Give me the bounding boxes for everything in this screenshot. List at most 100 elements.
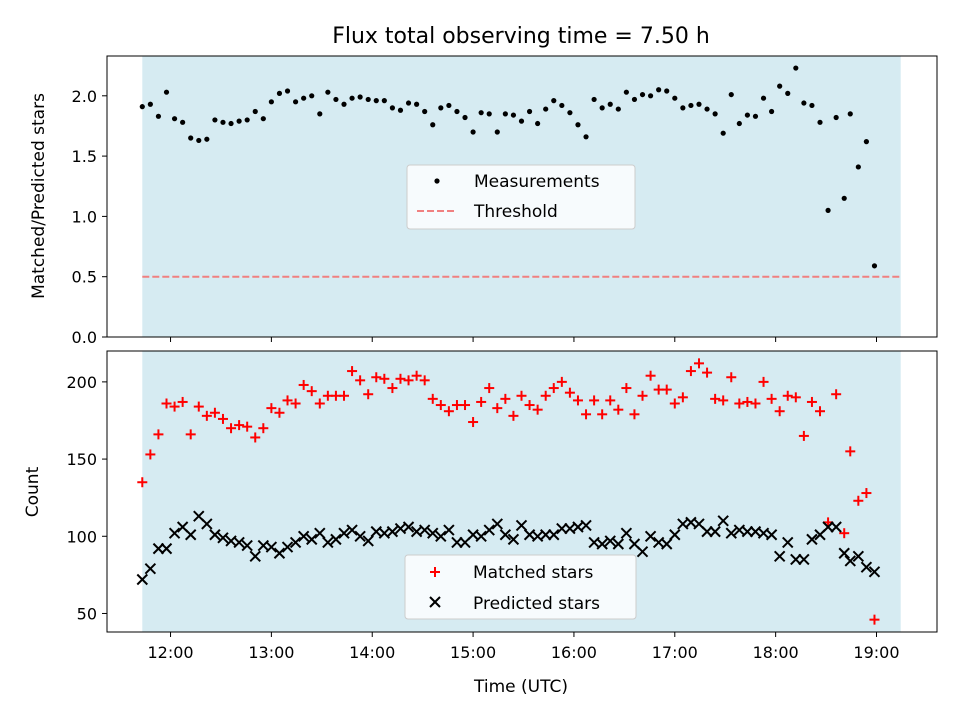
matched-point bbox=[589, 395, 600, 406]
measurement-point bbox=[454, 108, 460, 115]
measurement-point bbox=[260, 116, 266, 122]
matched-point bbox=[153, 429, 164, 440]
predicted-point bbox=[596, 538, 608, 550]
top-series-0 bbox=[139, 65, 878, 269]
bottom-series-1 bbox=[136, 510, 881, 586]
matched-point bbox=[564, 387, 575, 398]
matched-point bbox=[556, 376, 567, 387]
matched-point bbox=[661, 384, 672, 395]
measurement-point bbox=[171, 116, 178, 122]
matched-point bbox=[613, 404, 624, 415]
matched-point bbox=[460, 400, 471, 411]
predicted-point bbox=[636, 546, 649, 558]
matched-point bbox=[742, 396, 753, 407]
matched-point bbox=[427, 393, 438, 404]
measurement-point bbox=[704, 106, 710, 112]
matched-point bbox=[718, 395, 729, 406]
matched-point bbox=[853, 495, 864, 506]
predicted-point bbox=[773, 550, 786, 563]
matched-point bbox=[185, 429, 196, 440]
measurement-point bbox=[551, 98, 557, 104]
legend-measurements-marker bbox=[434, 178, 440, 184]
measurement-point bbox=[494, 129, 500, 135]
matched-point bbox=[234, 420, 245, 431]
matched-point bbox=[710, 393, 721, 404]
measurement-point bbox=[847, 111, 853, 117]
matched-point bbox=[572, 395, 583, 406]
matched-point bbox=[869, 614, 880, 625]
predicted-point bbox=[491, 518, 503, 530]
bottom-y-tick-label: 100 bbox=[66, 527, 97, 546]
predicted-point bbox=[289, 536, 302, 549]
measurement-point bbox=[567, 110, 573, 116]
matched-point bbox=[363, 389, 374, 400]
matched-point bbox=[201, 410, 212, 421]
matched-point bbox=[637, 390, 648, 401]
measurement-point bbox=[292, 99, 299, 105]
matched-point bbox=[629, 409, 640, 420]
predicted-point bbox=[838, 547, 850, 559]
measurement-point bbox=[615, 106, 621, 112]
measurement-point bbox=[268, 99, 274, 105]
measurement-point bbox=[817, 119, 823, 125]
predicted-point bbox=[644, 530, 657, 542]
matched-point bbox=[605, 395, 616, 406]
matched-point bbox=[266, 403, 277, 414]
measurement-point bbox=[252, 108, 258, 115]
matched-point bbox=[258, 423, 269, 434]
predicted-point bbox=[806, 533, 818, 546]
measurement-point bbox=[793, 65, 799, 71]
predicted-point bbox=[297, 530, 310, 542]
measurement-point bbox=[438, 105, 444, 111]
measurement-point bbox=[841, 195, 847, 201]
top-y-tick-label: 2.0 bbox=[72, 87, 97, 106]
top-axes-frame bbox=[106, 55, 938, 338]
matched-point bbox=[338, 390, 349, 401]
legend-matched-marker bbox=[430, 567, 440, 577]
bottom-y-axis-label: Count bbox=[23, 466, 43, 517]
measurement-point bbox=[510, 112, 517, 118]
matched-point bbox=[250, 432, 261, 443]
predicted-point bbox=[852, 550, 865, 563]
measurement-point bbox=[381, 98, 387, 104]
top-y-tick-label: 1.5 bbox=[72, 147, 97, 166]
matched-point bbox=[177, 396, 188, 407]
predicted-point bbox=[830, 521, 842, 533]
predicted-point bbox=[144, 562, 157, 575]
matched-point bbox=[435, 400, 446, 411]
predicted-point bbox=[354, 530, 366, 542]
measurement-point bbox=[607, 101, 613, 107]
top-legend-frame bbox=[406, 164, 636, 230]
measurement-point bbox=[147, 101, 153, 107]
matched-point bbox=[839, 528, 850, 539]
matched-point bbox=[532, 404, 543, 415]
matched-point bbox=[290, 398, 301, 409]
matched-point bbox=[806, 396, 817, 407]
measurement-point bbox=[341, 101, 347, 107]
predicted-point bbox=[515, 519, 528, 532]
matched-point bbox=[137, 477, 148, 488]
predicted-point bbox=[362, 535, 374, 547]
measurement-point bbox=[470, 129, 476, 135]
measurement-point bbox=[801, 100, 807, 106]
matched-point bbox=[516, 390, 527, 401]
bottom-legend-frame bbox=[404, 554, 637, 620]
predicted-point bbox=[475, 530, 487, 542]
predicted-point bbox=[709, 525, 721, 538]
measurement-point bbox=[317, 111, 323, 117]
measurement-point bbox=[863, 139, 870, 145]
matched-point bbox=[524, 400, 535, 411]
bottom-y-tick-label: 150 bbox=[66, 450, 97, 469]
matched-point bbox=[209, 407, 220, 418]
measurement-point bbox=[696, 101, 702, 107]
legend-measurements-label: Measurements bbox=[474, 172, 600, 192]
predicted-point bbox=[548, 529, 560, 541]
bottom-y-tick-label: 50 bbox=[77, 604, 97, 623]
matched-point bbox=[669, 398, 680, 409]
measurement-point bbox=[180, 119, 186, 125]
matched-point bbox=[226, 423, 237, 434]
measurement-point bbox=[736, 120, 742, 127]
bottom-y-tick-label: 200 bbox=[66, 373, 97, 392]
measurement-point bbox=[389, 105, 396, 111]
measurement-point bbox=[712, 111, 718, 117]
